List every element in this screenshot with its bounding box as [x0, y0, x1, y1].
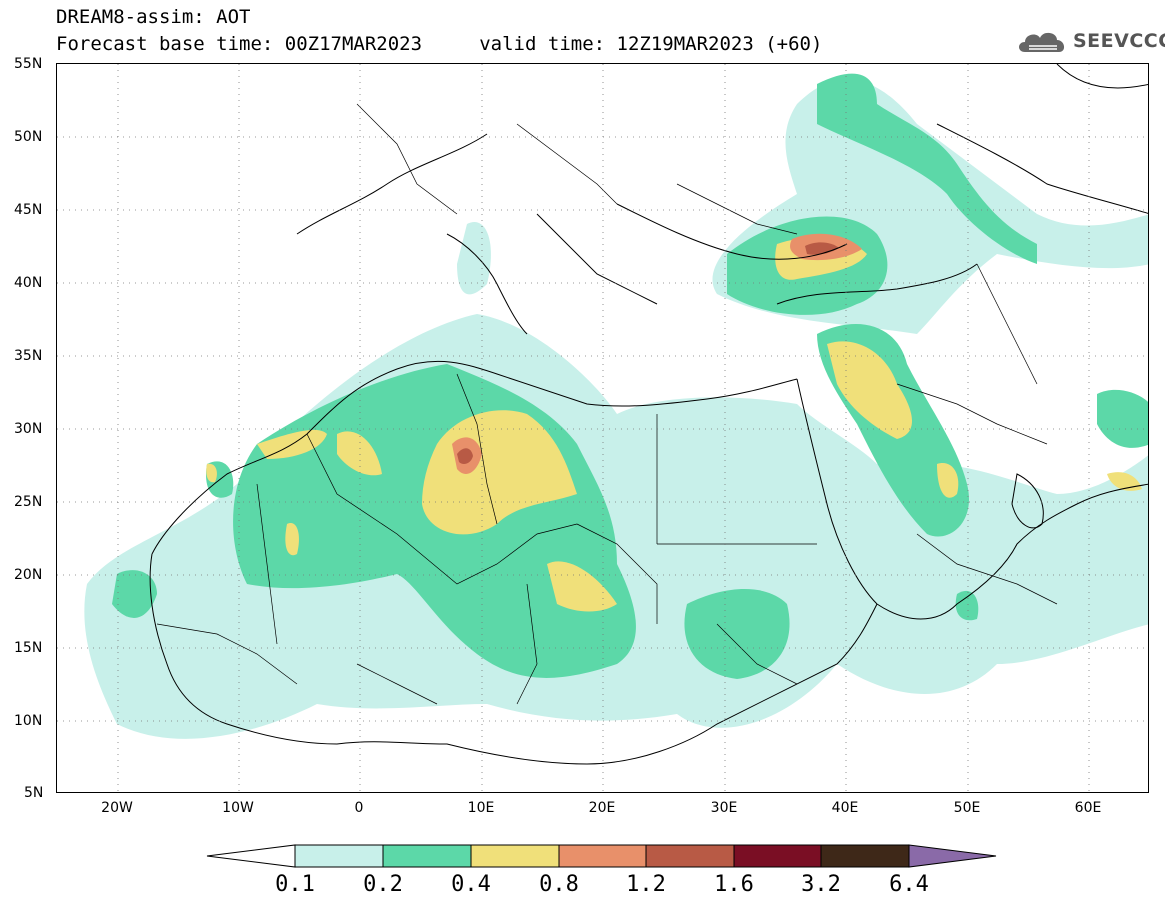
lat-label: 40N: [14, 275, 43, 291]
colorbar-swatch: [820, 844, 910, 868]
lat-label: 30N: [14, 421, 43, 437]
forecast-times: Forecast base time: 00Z17MAR2023 valid t…: [56, 33, 823, 55]
lon-label: 0: [354, 800, 364, 816]
colorbar-label: 0.4: [451, 872, 491, 897]
map-title: DREAM8-assim: AOT: [56, 6, 251, 28]
aot-map: [56, 63, 1149, 793]
lat-label: 10N: [14, 713, 43, 729]
colorbar-label: 3.2: [801, 872, 841, 897]
seevccc-logo: SEEVCCC: [1015, 24, 1165, 58]
lon-label: 20W: [101, 800, 133, 816]
lat-label: 45N: [14, 202, 43, 218]
map-canvas: [57, 64, 1148, 792]
lon-label: 10E: [467, 800, 495, 816]
colorbar-label: 0.1: [275, 872, 315, 897]
colorbar-label: 1.6: [714, 872, 754, 897]
lon-label: 20E: [588, 800, 616, 816]
colorbar-over-arrow: [908, 844, 997, 868]
colorbar-swatch: [294, 844, 384, 868]
colorbar-swatch: [733, 844, 822, 868]
colorbar-label: 0.2: [363, 872, 403, 897]
colorbar-label: 6.4: [889, 872, 929, 897]
lat-label: 20N: [14, 567, 43, 583]
lat-label: 50N: [14, 129, 43, 145]
colorbar-label: 0.8: [539, 872, 579, 897]
lon-label: 50E: [953, 800, 981, 816]
colorbar-swatch: [382, 844, 472, 868]
lat-label: 25N: [14, 494, 43, 510]
cloud-icon: [1019, 32, 1065, 52]
lat-label: 5N: [24, 785, 44, 801]
lat-label: 15N: [14, 640, 43, 656]
logo-text: SEEVCCC: [1073, 30, 1165, 52]
colorbar-label: 1.2: [626, 872, 666, 897]
country-borders: [156, 103, 1058, 705]
lon-label: 60E: [1074, 800, 1102, 816]
coastlines: [149, 64, 1148, 765]
lat-label: 55N: [14, 56, 43, 72]
lon-label: 30E: [710, 800, 738, 816]
lat-label: 35N: [14, 348, 43, 364]
colorbar-under-arrow: [206, 844, 296, 868]
colorbar-swatch: [470, 844, 560, 868]
lon-label: 10W: [222, 800, 254, 816]
lon-label: 40E: [831, 800, 859, 816]
colorbar-swatch: [645, 844, 735, 868]
graticule: [57, 64, 1148, 792]
aot-field-1.2: [457, 242, 839, 464]
colorbar-swatch: [558, 844, 647, 868]
